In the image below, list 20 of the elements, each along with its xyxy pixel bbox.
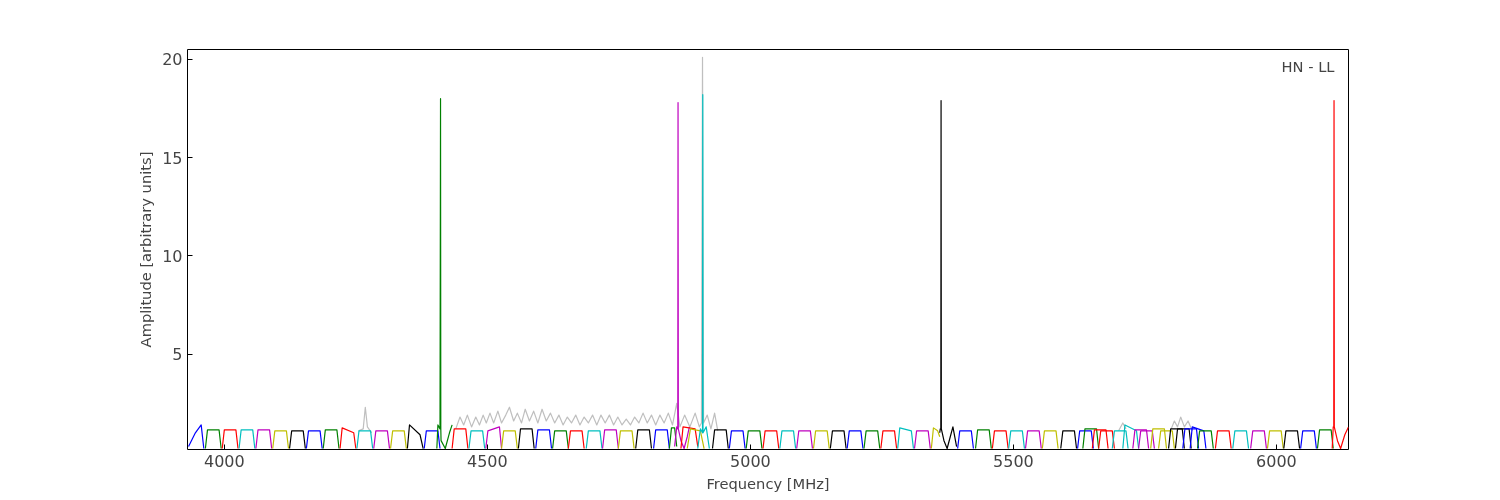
x-axis-title: Frequency [MHz] [706, 474, 830, 492]
line-series [930, 427, 941, 450]
y-tick-label: 5 [172, 345, 183, 365]
line-series [697, 94, 710, 450]
x-tick-label: 5500 [993, 451, 1034, 471]
y-axis-title: Amplitude [arbitrary units] [137, 151, 155, 348]
annotation: HN - LL [1281, 57, 1336, 75]
line-series [187, 424, 205, 450]
line-series [357, 406, 373, 434]
x-tick-label: 4000 [203, 451, 245, 471]
y-tick-label: 10 [162, 246, 183, 266]
x-tick-label: 6000 [1256, 451, 1297, 471]
y-tick-label: 20 [162, 50, 183, 70]
line-series [674, 101, 690, 450]
y-tick-label: 15 [162, 148, 183, 168]
x-tick-label: 4500 [466, 451, 508, 471]
line-series [436, 98, 453, 450]
x-tick-label: 5000 [730, 451, 771, 471]
line-series [1331, 100, 1349, 450]
line-series [680, 426, 699, 450]
